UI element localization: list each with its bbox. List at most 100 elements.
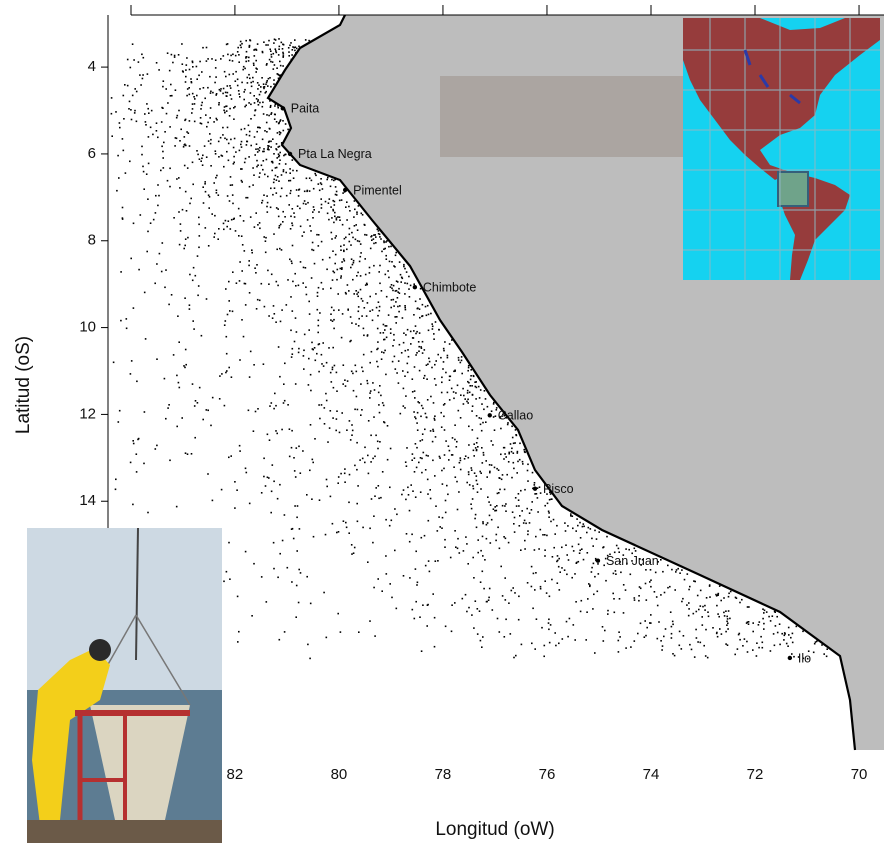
station-dot [477,539,479,541]
survey-stations [110,38,828,660]
station-dot [220,154,223,157]
station-dot [156,263,158,265]
station-dot [371,319,374,322]
station-dot [736,648,739,650]
station-dot [282,120,284,122]
station-dot [475,526,478,529]
y-tick-label: 14 [79,492,96,509]
station-dot [225,105,228,107]
station-dot [245,57,247,59]
station-dot [361,409,363,411]
station-dot [475,386,478,389]
station-dot [119,126,121,129]
station-dot [184,143,186,146]
station-dot [547,510,550,513]
station-dot [414,397,416,399]
station-dot [592,545,594,547]
station-dot [495,533,498,536]
station-dot [379,264,381,267]
station-dot [476,633,479,635]
station-dot [233,118,235,120]
station-dot [363,307,366,309]
station-dot [234,105,236,108]
station-dot [357,310,360,313]
station-dot [737,633,740,636]
station-dot [178,341,180,343]
station-dot [807,650,810,652]
station-dot [466,543,468,545]
station-dot [277,122,280,125]
station-dot [369,620,371,622]
station-dot [493,429,496,431]
station-dot [290,42,292,44]
station-dot [375,434,377,437]
station-dot [420,404,423,407]
station-dot [291,244,294,247]
station-dot [385,336,388,339]
station-dot [482,522,484,525]
photo [27,527,222,843]
station-dot [202,46,204,49]
station-dot [708,585,711,587]
station-dot [477,446,479,448]
station-dot [485,523,488,526]
station-dot [418,369,421,372]
station-dot [717,613,719,615]
station-dot [202,186,204,188]
station-dot [133,112,136,114]
station-dot [270,511,272,514]
station-dot [511,425,513,428]
station-dot [251,615,253,617]
station-dot [675,571,677,573]
place-marker [342,187,348,193]
station-dot [291,262,293,265]
station-dot [284,123,287,125]
station-dot [336,268,339,271]
station-dot [425,454,428,457]
station-dot [418,332,421,334]
station-dot [158,69,160,71]
station-dot [156,444,158,447]
station-dot [448,379,451,381]
station-dot [293,470,296,472]
station-dot [348,532,350,534]
station-dot [310,389,312,392]
station-dot [408,275,410,278]
station-dot [365,315,368,317]
station-dot [313,262,316,265]
station-dot [174,89,177,91]
station-dot [522,463,524,465]
station-dot [254,267,256,269]
station-dot [575,601,577,603]
station-dot [257,100,259,103]
station-dot [138,268,140,271]
station-dot [677,567,679,570]
station-dot [309,424,312,426]
station-dot [142,170,145,173]
station-dot [232,53,234,56]
station-dot [427,329,430,332]
station-dot [381,471,384,473]
station-dot [145,173,148,175]
station-dot [561,638,564,640]
station-dot [415,354,417,356]
station-dot [389,332,392,334]
station-dot [340,472,342,475]
station-dot [312,461,314,464]
station-dot [823,653,825,655]
station-dot [476,437,479,440]
station-dot [521,510,523,512]
station-dot [276,432,278,435]
station-dot [458,491,460,493]
station-dot [420,650,423,652]
station-dot [288,204,290,206]
station-dot [270,112,273,114]
station-dot [661,645,664,647]
station-dot [188,93,191,96]
station-dot [146,103,148,105]
station-dot [227,220,230,222]
station-dot [381,590,383,592]
station-dot [590,571,593,573]
station-dot [326,485,328,488]
station-dot [361,315,363,317]
